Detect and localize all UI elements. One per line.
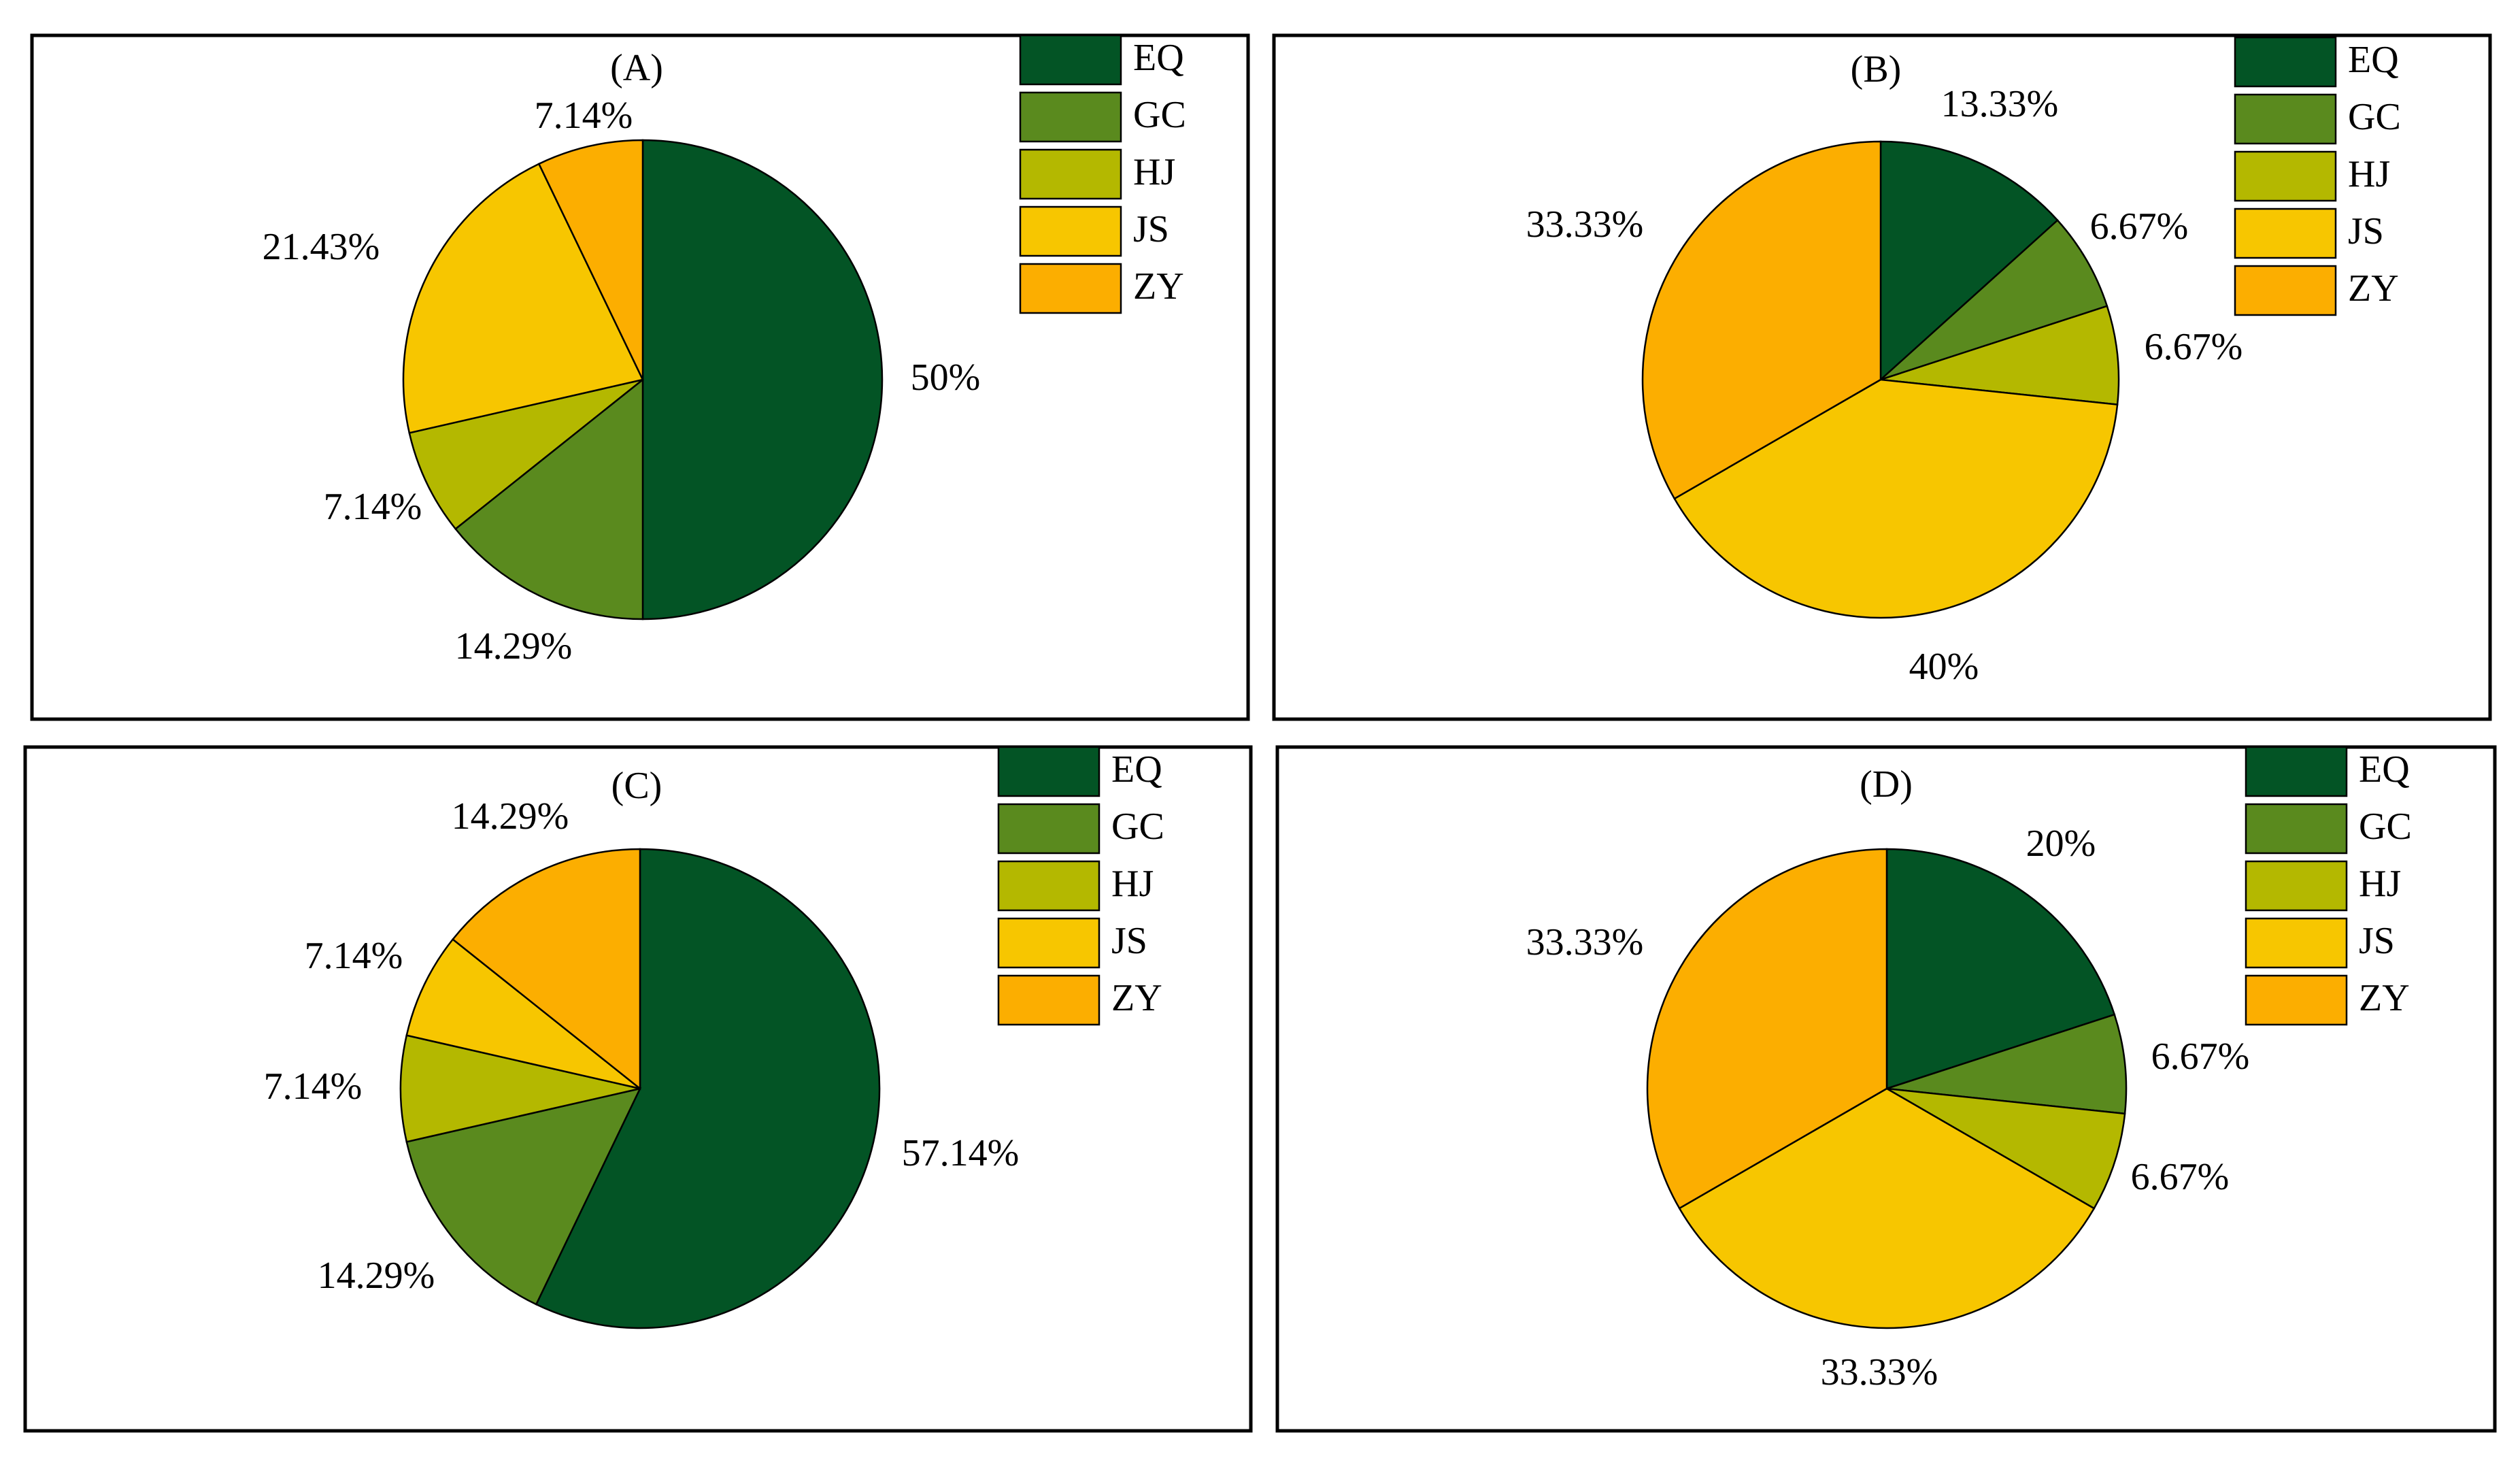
legend-swatch-hj — [997, 860, 1101, 912]
chart-title: (A) — [610, 47, 663, 89]
legend-label-hj: HJ — [1133, 151, 1175, 193]
pie-slice-hj — [1880, 305, 2120, 406]
data-label-hj: 6.67% — [2131, 1156, 2230, 1198]
legend-label-zy: ZY — [2348, 267, 2399, 310]
pie-panel-d: 20% 6.67% 6.67% 33.33% 33.33% (D) EQ GC HJ JS ZY — [1275, 745, 2497, 1433]
data-label-gc: 14.29% — [455, 625, 573, 667]
legend-swatch-js — [2245, 917, 2348, 969]
legend: EQ GC HJ JS ZY — [2234, 36, 2401, 316]
pie-slice-gc — [454, 378, 644, 620]
pie-slice-js — [1673, 378, 2119, 619]
pie-slice-eq — [641, 139, 884, 620]
legend-label-gc: GC — [1111, 806, 1164, 848]
legend-label-js: JS — [1133, 208, 1169, 250]
data-label-gc: 6.67% — [2090, 205, 2189, 248]
legend-label-eq: EQ — [1133, 37, 1184, 79]
chart-title: (D) — [1860, 763, 1913, 806]
data-label-hj: 6.67% — [2145, 326, 2243, 368]
data-label-hj: 7.14% — [264, 1065, 363, 1108]
legend-swatch-eq — [997, 746, 1101, 797]
pie-panel-c: 57.14% 14.29% 7.14% 7.14% 14.29% (C) EQ GC HJ JS Z… — [23, 745, 1253, 1433]
legend-label-js: JS — [2359, 920, 2395, 962]
data-label-js: 33.33% — [1821, 1351, 1938, 1393]
legend-swatch-hj — [1019, 148, 1122, 200]
chart-title: (B) — [1851, 48, 1902, 90]
legend-swatch-zy — [2234, 265, 2337, 316]
data-label-eq: 50% — [911, 357, 981, 399]
pie-slice-hj — [1886, 1087, 2126, 1210]
data-label-js: 7.14% — [305, 935, 403, 977]
legend: EQ GC HJ JS ZY — [1019, 34, 1186, 314]
legend-swatch-zy — [2245, 974, 2348, 1026]
data-label-eq: 13.33% — [1941, 83, 2059, 125]
legend-label-js: JS — [2348, 210, 2384, 252]
legend-swatch-gc — [2245, 803, 2348, 855]
legend-label-js: JS — [1111, 920, 1147, 962]
pie-slice-hj — [399, 1034, 641, 1143]
legend-swatch-hj — [2245, 860, 2348, 912]
legend-label-eq: EQ — [2348, 39, 2399, 81]
pie-slice-zy — [537, 139, 644, 380]
pie-panel-b: 13.33% 6.67% 6.67% 40% 33.33% (B) EQ GC HJ JS ZY — [1272, 33, 2492, 721]
data-label-eq: 57.14% — [902, 1132, 1020, 1174]
pie-slice-gc — [1880, 218, 2109, 381]
pie-slice-gc — [1886, 1013, 2128, 1115]
pie-slice-eq — [535, 848, 881, 1329]
pie-slice-zy — [451, 848, 641, 1091]
data-label-zy: 14.29% — [452, 795, 569, 838]
legend-label-hj: HJ — [2348, 153, 2390, 195]
legend-label-eq: EQ — [1111, 748, 1162, 791]
legend-swatch-hj — [2234, 150, 2337, 202]
legend-swatch-js — [1019, 205, 1122, 257]
pie-slice-zy — [1641, 140, 1882, 500]
legend: EQ GC HJ JS ZY — [997, 746, 1164, 1026]
data-label-zy: 33.33% — [1526, 921, 1644, 963]
data-label-gc: 14.29% — [318, 1255, 435, 1297]
legend-swatch-zy — [1019, 263, 1122, 314]
pie-slice-eq — [1885, 848, 2116, 1090]
data-label-zy: 7.14% — [535, 95, 633, 137]
data-label-eq: 20% — [2026, 823, 2096, 865]
pie-slice-eq — [1879, 140, 2059, 382]
legend-swatch-zy — [997, 974, 1101, 1026]
chart-title: (C) — [611, 765, 662, 807]
data-label-js: 40% — [1909, 646, 1979, 688]
legend-label-hj: HJ — [2359, 863, 2401, 905]
legend-label-eq: EQ — [2359, 748, 2410, 791]
pie-slice-hj — [408, 378, 643, 531]
legend-label-hj: HJ — [1111, 863, 1154, 905]
legend-label-gc: GC — [2359, 806, 2412, 848]
legend-swatch-gc — [997, 803, 1101, 855]
legend-label-zy: ZY — [1111, 977, 1162, 1019]
data-label-js: 21.43% — [263, 226, 380, 268]
legend-swatch-js — [997, 917, 1101, 969]
data-label-gc: 6.67% — [2151, 1036, 2250, 1078]
legend-swatch-js — [2234, 208, 2337, 259]
legend-swatch-gc — [1019, 91, 1122, 143]
pie-slice-gc — [405, 1087, 642, 1306]
legend-swatch-gc — [2234, 93, 2337, 145]
legend-label-gc: GC — [1133, 94, 1186, 136]
legend-label-gc: GC — [2348, 96, 2401, 138]
legend-swatch-eq — [2234, 36, 2337, 88]
pie-slice-zy — [1646, 848, 1888, 1210]
pie-slice-js — [402, 163, 644, 434]
data-label-hj: 7.14% — [324, 486, 422, 528]
legend: EQ GC HJ JS ZY — [2245, 746, 2412, 1026]
legend-swatch-eq — [2245, 746, 2348, 797]
pie-panel-a: 50% 14.29% 7.14% 21.43% 7.14% (A) EQ GC HJ JS ZY — [30, 33, 1250, 721]
legend-label-zy: ZY — [1133, 265, 1184, 308]
data-label-zy: 33.33% — [1526, 203, 1644, 246]
legend-label-zy: ZY — [2359, 977, 2410, 1019]
pie-slice-js — [405, 938, 641, 1090]
legend-swatch-eq — [1019, 34, 1122, 86]
